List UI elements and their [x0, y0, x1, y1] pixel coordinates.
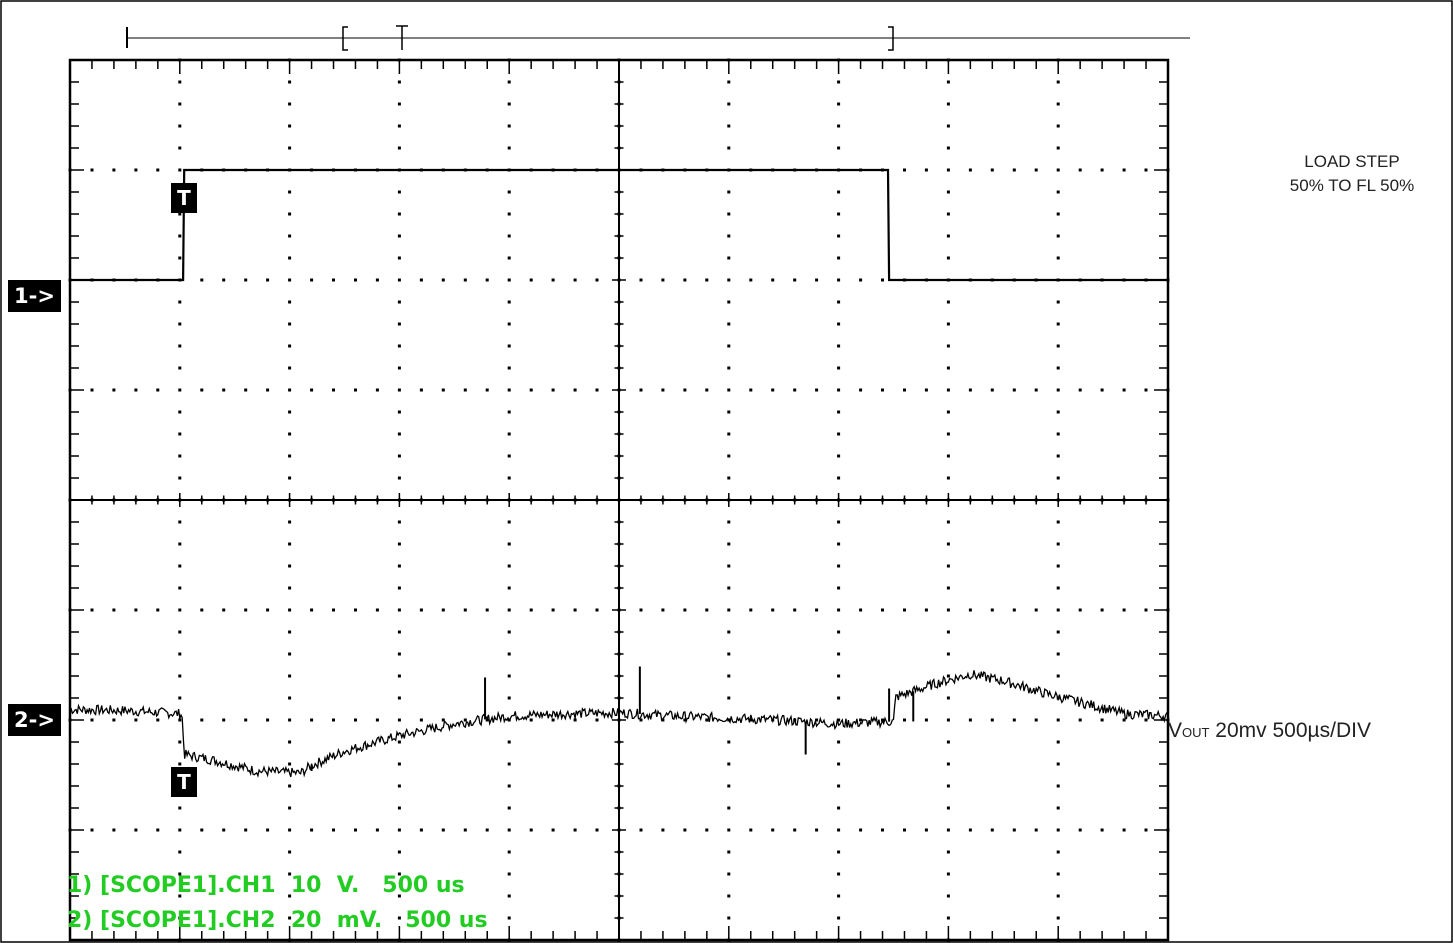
channel-2-readout: 2) [SCOPE1].CH2 20 mV. 500 us: [67, 908, 488, 933]
load-step-line-2: 50% TO FL 50%: [1289, 176, 1415, 195]
record-length-bar: [126, 25, 1190, 51]
trigger-marker-ch1: T: [171, 183, 197, 213]
channel-1-marker: 1->: [8, 280, 61, 312]
vout-subscript: OUT: [1182, 725, 1210, 740]
vout-v: V: [1168, 719, 1183, 742]
vout-scale-annotation: VOUT 20mv 500µs/DIV: [1168, 719, 1371, 743]
graticule: [68, 58, 1170, 942]
vout-scale-text: 20mv 500µs/DIV: [1209, 719, 1371, 742]
ch1-waveform: [70, 168, 1168, 282]
ch2-waveform: [69, 670, 1169, 778]
trigger-marker-ch2: T: [171, 767, 197, 797]
load-step-line-1: LOAD STEP: [1304, 152, 1400, 171]
channel-2-marker: 2->: [8, 704, 61, 736]
channel-1-readout: 1) [SCOPE1].CH1 10 V. 500 us: [67, 873, 465, 898]
waveform-traces: [69, 168, 1169, 778]
load-step-annotation: LOAD STEP 50% TO FL 50%: [1262, 150, 1442, 198]
